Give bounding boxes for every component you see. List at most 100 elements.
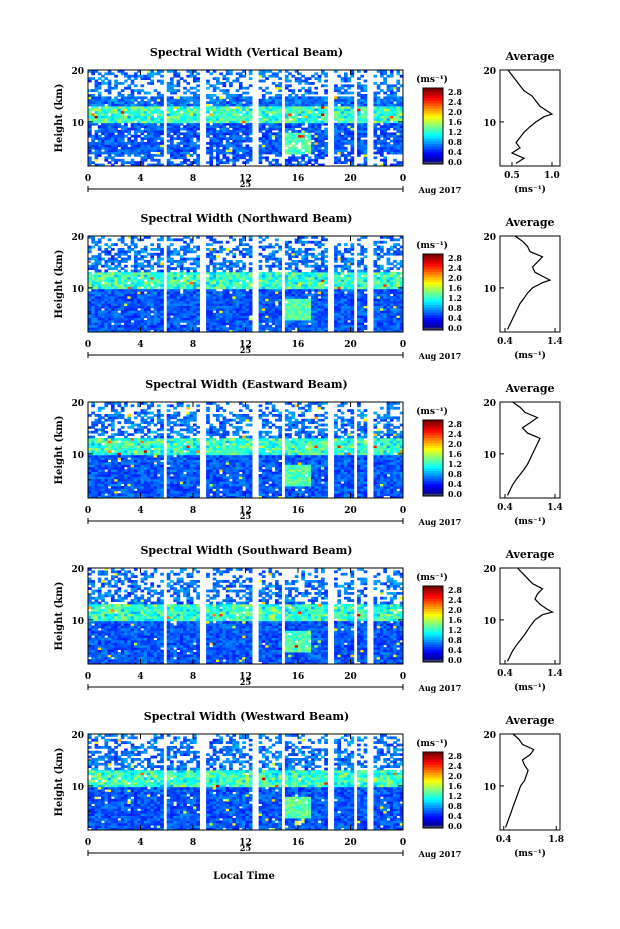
colorbar-segment xyxy=(423,256,443,260)
colorbar-tick-label: 0.0 xyxy=(448,489,462,499)
x-tick-label: 0 xyxy=(85,174,91,184)
colorbar-segment xyxy=(423,591,443,594)
profile-x-tick-label: 0.4 xyxy=(497,337,513,347)
y-tick-label: 10 xyxy=(71,285,84,295)
colorbar-segment xyxy=(423,266,443,270)
panel-title: Spectral Width (Eastward Beam) xyxy=(145,378,347,391)
colorbar-tick-label: 0.0 xyxy=(448,821,462,831)
colorbar-segment xyxy=(423,299,443,303)
colorbar-segment xyxy=(423,757,443,760)
colorbar-segment xyxy=(423,151,443,155)
x-tick-label: 12 xyxy=(239,174,252,184)
colorbar-segment xyxy=(423,480,443,484)
x-tick-label: 16 xyxy=(292,340,305,350)
colorbar-tick-label: 2.0 xyxy=(448,273,462,283)
heatmap-cells xyxy=(88,568,404,665)
colorbar-segment xyxy=(423,800,443,803)
colorbar-segment xyxy=(423,606,443,610)
colorbar-tick-label: 2.8 xyxy=(448,751,462,761)
colorbar-segment xyxy=(423,452,443,456)
colorbar-segment xyxy=(423,815,443,819)
colorbar-segment xyxy=(423,659,443,663)
colorbar-segment xyxy=(423,767,443,771)
colorbar-segment xyxy=(423,807,443,811)
colorbar-segment xyxy=(423,115,443,119)
x-tick-label: 20 xyxy=(344,838,357,848)
colorbar-tick-label: 2.8 xyxy=(448,419,462,429)
colorbar-segment xyxy=(423,118,443,122)
x-tick-label: 20 xyxy=(344,174,357,184)
colorbar-segment xyxy=(423,490,443,494)
x-tick-label: 16 xyxy=(292,506,305,516)
profile-y-tick-label: 10 xyxy=(483,451,496,461)
profile-y-tick-label: 10 xyxy=(483,783,496,793)
colorbar-segment xyxy=(423,156,443,160)
y-axis-label: Height (km) xyxy=(54,748,65,817)
colorbar-segment xyxy=(423,455,443,459)
profile-x-tick-label: 0.4 xyxy=(497,503,513,513)
colorbar-segment xyxy=(423,447,443,451)
x-tick-label: 0 xyxy=(85,340,91,350)
colorbar-segment xyxy=(423,100,443,104)
colorbar-tick-label: 0.8 xyxy=(448,801,462,811)
colorbar-segment xyxy=(423,274,443,278)
colorbar-tick-label: 2.0 xyxy=(448,439,462,449)
profile-x-label: (ms⁻¹) xyxy=(514,350,546,361)
colorbar-segment xyxy=(423,772,443,776)
profile-y-tick-label: 20 xyxy=(483,565,496,575)
colorbar-segment xyxy=(423,131,443,134)
colorbar-segment xyxy=(423,779,443,783)
colorbar-segment xyxy=(423,611,443,615)
profile-y-tick-label: 20 xyxy=(483,731,496,741)
colorbar-segment xyxy=(423,473,443,477)
colorbar-segment xyxy=(423,103,443,107)
colorbar-unit: (ms⁻¹) xyxy=(416,406,448,417)
y-tick-label: 10 xyxy=(71,119,84,129)
colorbar-unit: (ms⁻¹) xyxy=(416,74,448,85)
colorbar-segment xyxy=(423,598,443,602)
x-tick-label: 20 xyxy=(344,506,357,516)
colorbar-segment xyxy=(423,810,443,814)
colorbar-frame xyxy=(422,419,444,497)
colorbar-segment xyxy=(423,158,443,162)
colorbar-segment xyxy=(423,123,443,127)
colorbar-segment xyxy=(423,324,443,328)
colorbar-tick-label: 1.2 xyxy=(448,459,462,469)
colorbar-segment xyxy=(423,596,443,599)
colorbar-segment xyxy=(423,621,443,625)
colorbar-tick-label: 1.2 xyxy=(448,293,462,303)
colorbar-segment xyxy=(423,284,443,288)
y-axis-label: Height (km) xyxy=(54,416,65,485)
colorbar-segment xyxy=(423,817,443,821)
colorbar-segment xyxy=(423,777,443,781)
colorbar-segment xyxy=(423,304,443,308)
colorbar-segment xyxy=(423,759,443,763)
colorbar-segment xyxy=(423,470,443,474)
colorbar-segment xyxy=(423,269,443,273)
colorbar-frame xyxy=(422,751,444,829)
x-tick-label: 16 xyxy=(292,838,305,848)
colorbar-segment xyxy=(423,93,443,96)
colorbar-segment xyxy=(423,445,443,449)
colorbar-tick-label: 2.0 xyxy=(448,107,462,117)
colorbar-segment xyxy=(423,458,443,461)
colorbar-segment xyxy=(423,475,443,479)
colorbar-segment xyxy=(423,485,443,489)
panel-title: Spectral Width (Vertical Beam) xyxy=(150,46,343,59)
panel-1: Spectral Width (Vertical Beam) 20 10 Height… xyxy=(54,46,561,195)
panel-2: Spectral Width (Northward Beam) 20 10 Heigh… xyxy=(54,212,563,361)
colorbar-segment xyxy=(423,468,443,471)
colorbar-segment xyxy=(423,795,443,798)
colorbar-segment xyxy=(423,317,443,321)
colorbar-tick-label: 2.8 xyxy=(448,585,462,595)
panel-4: Spectral Width (Southward Beam) 20 10 Heigh… xyxy=(54,544,563,693)
colorbar-segment xyxy=(423,430,443,433)
colorbar-segment xyxy=(423,639,443,643)
profile-x-tick-label: 0.4 xyxy=(496,835,512,845)
colorbar-segment xyxy=(423,764,443,768)
colorbar-segment xyxy=(423,259,443,262)
colorbar-segment xyxy=(423,286,443,290)
colorbar-segment xyxy=(423,292,443,295)
colorbar-tick-label: 0.0 xyxy=(448,157,462,167)
